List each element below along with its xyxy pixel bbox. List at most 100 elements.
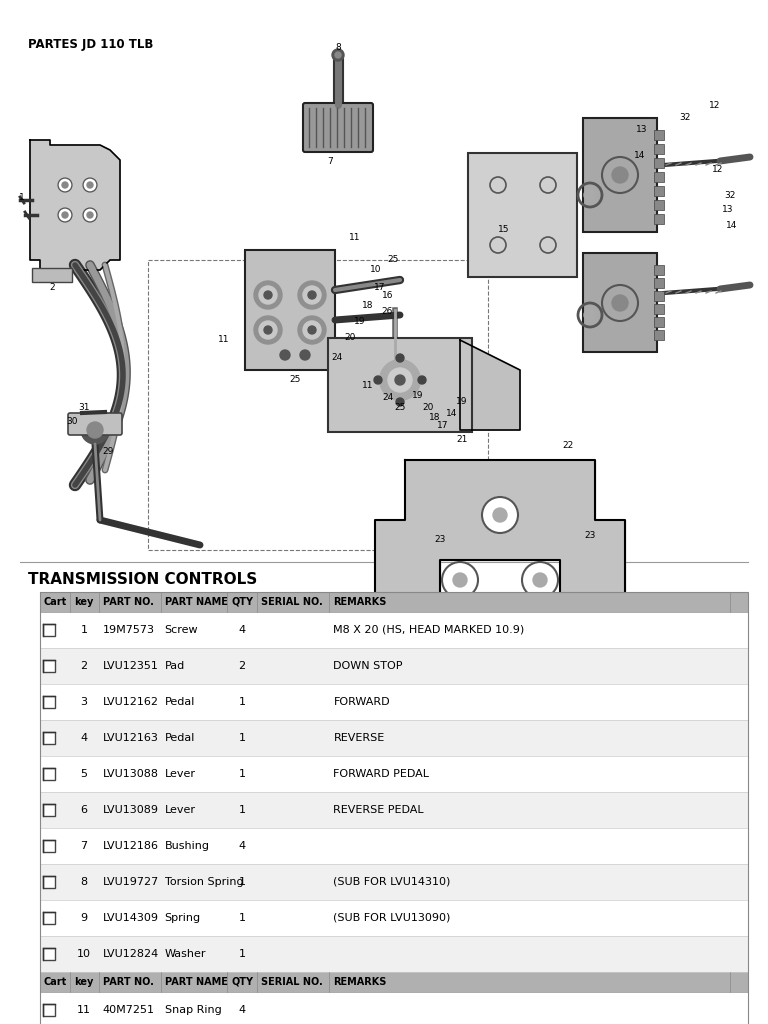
Text: 15: 15 <box>498 225 510 234</box>
Text: Spring: Spring <box>164 913 200 923</box>
Circle shape <box>300 350 310 360</box>
Text: REVERSE PEDAL: REVERSE PEDAL <box>333 805 424 815</box>
Text: 1: 1 <box>239 697 246 707</box>
Text: 7: 7 <box>327 158 333 167</box>
FancyBboxPatch shape <box>583 118 657 232</box>
Bar <box>41 900 748 936</box>
FancyBboxPatch shape <box>583 253 657 352</box>
Text: 3: 3 <box>81 697 88 707</box>
Text: Cart: Cart <box>43 977 67 987</box>
Bar <box>654 291 664 301</box>
Bar <box>43 876 55 888</box>
Circle shape <box>522 562 558 598</box>
Circle shape <box>298 316 326 344</box>
Text: Pedal: Pedal <box>164 697 195 707</box>
Text: 4: 4 <box>239 841 246 851</box>
Bar <box>41 592 748 612</box>
Text: REMARKS: REMARKS <box>333 977 387 987</box>
Text: 25: 25 <box>290 376 301 384</box>
Text: FORWARD: FORWARD <box>333 697 390 707</box>
Text: LVU12186: LVU12186 <box>103 841 159 851</box>
Text: Snap Ring: Snap Ring <box>164 1005 221 1015</box>
Text: LVU12824: LVU12824 <box>103 949 159 959</box>
Circle shape <box>612 295 628 311</box>
Text: 17: 17 <box>437 422 449 430</box>
Text: 32: 32 <box>680 114 690 123</box>
Text: 13: 13 <box>722 206 733 214</box>
Text: M8 X 20 (HS, HEAD MARKED 10.9): M8 X 20 (HS, HEAD MARKED 10.9) <box>333 625 525 635</box>
Circle shape <box>584 189 596 201</box>
Circle shape <box>584 309 596 321</box>
Circle shape <box>482 497 518 534</box>
Text: 1: 1 <box>19 194 25 203</box>
Bar <box>654 186 664 196</box>
Bar <box>41 720 748 756</box>
Text: 4: 4 <box>239 1005 246 1015</box>
Bar <box>41 972 748 992</box>
Bar <box>654 304 664 314</box>
Bar <box>41 864 748 900</box>
Text: 5: 5 <box>81 769 88 779</box>
Circle shape <box>254 316 282 344</box>
Circle shape <box>374 376 382 384</box>
Text: 23: 23 <box>435 536 445 545</box>
Text: 19: 19 <box>354 317 366 327</box>
Bar <box>43 1004 55 1016</box>
Circle shape <box>87 212 93 218</box>
Text: 23: 23 <box>584 530 596 540</box>
Text: 19: 19 <box>412 390 424 399</box>
Bar <box>148 260 488 550</box>
Circle shape <box>396 354 404 362</box>
Bar <box>43 696 55 708</box>
Circle shape <box>58 208 72 222</box>
Text: 32: 32 <box>724 190 736 200</box>
Circle shape <box>87 422 103 438</box>
Bar <box>41 992 748 1024</box>
Circle shape <box>380 360 420 400</box>
Bar <box>43 624 55 636</box>
Text: key: key <box>74 597 94 607</box>
Text: 25: 25 <box>394 403 406 413</box>
Text: 18: 18 <box>429 414 441 423</box>
Text: 11: 11 <box>362 381 374 389</box>
Bar <box>41 612 748 648</box>
Text: 18: 18 <box>362 301 374 310</box>
Bar <box>43 660 55 672</box>
Circle shape <box>442 562 478 598</box>
Circle shape <box>395 375 405 385</box>
Text: PART NAME: PART NAME <box>164 977 227 987</box>
Circle shape <box>396 398 404 406</box>
Text: 4: 4 <box>239 625 246 635</box>
Text: 31: 31 <box>78 403 90 413</box>
Circle shape <box>308 291 316 299</box>
Text: 1: 1 <box>239 913 246 923</box>
Text: 20: 20 <box>422 402 434 412</box>
Circle shape <box>303 286 321 304</box>
Text: 8: 8 <box>335 43 341 52</box>
Circle shape <box>303 321 321 339</box>
Text: Lever: Lever <box>164 805 196 815</box>
Bar <box>654 200 664 210</box>
Text: 1: 1 <box>81 625 88 635</box>
Circle shape <box>280 350 290 360</box>
Text: LVU12162: LVU12162 <box>103 697 159 707</box>
Text: PARTES JD 110 TLB: PARTES JD 110 TLB <box>28 38 154 51</box>
Text: 9: 9 <box>81 913 88 923</box>
Text: 20: 20 <box>344 334 356 342</box>
Text: 10: 10 <box>77 949 91 959</box>
Bar <box>654 317 664 327</box>
Text: PART NAME: PART NAME <box>164 597 227 607</box>
Text: Cart: Cart <box>43 597 67 607</box>
Polygon shape <box>375 460 625 600</box>
Circle shape <box>259 286 277 304</box>
Text: SERIAL NO.: SERIAL NO. <box>260 597 323 607</box>
Text: 11: 11 <box>349 233 361 243</box>
Text: 2: 2 <box>49 284 55 293</box>
Bar <box>654 330 664 340</box>
Text: 13: 13 <box>636 126 647 134</box>
Text: Bushing: Bushing <box>164 841 210 851</box>
Circle shape <box>62 182 68 188</box>
Text: PART NO.: PART NO. <box>103 977 154 987</box>
Text: 21: 21 <box>456 435 468 444</box>
Text: 8: 8 <box>81 877 88 887</box>
